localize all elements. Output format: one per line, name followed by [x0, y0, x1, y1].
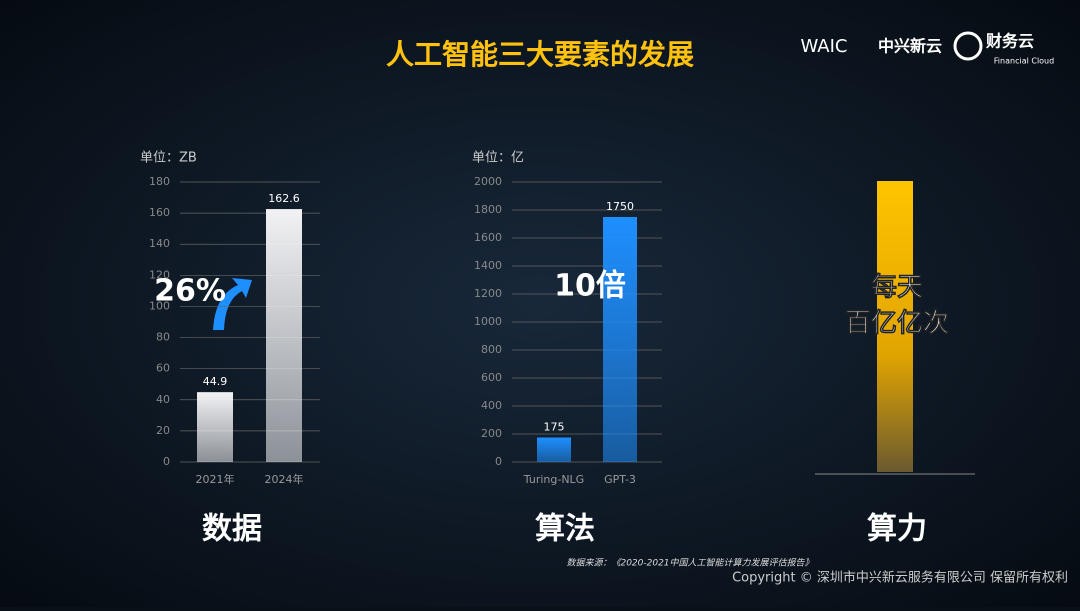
- annotation: 10倍: [554, 269, 626, 304]
- bar: [537, 437, 571, 462]
- y-tick-label: 1400: [474, 259, 502, 272]
- y-tick-label: 1200: [474, 287, 502, 300]
- growth-arrow: [213, 278, 252, 330]
- data-label: 44.9: [203, 375, 228, 388]
- data-label: 162.6: [268, 192, 300, 205]
- bar: [197, 392, 233, 462]
- logo-product-en: Financial Cloud: [994, 57, 1054, 66]
- logo-brand: 中兴新云: [878, 37, 942, 56]
- bar: [266, 209, 302, 462]
- y-tick-label: 1600: [474, 231, 502, 244]
- x-tick-label: 2021年: [196, 472, 235, 486]
- y-axis-label: 单位：ZB: [140, 151, 197, 166]
- x-tick-label: 2024年: [265, 472, 304, 486]
- bar: [603, 217, 637, 462]
- y-tick-label: 800: [481, 343, 502, 356]
- y-tick-label: 20: [156, 424, 170, 437]
- y-tick-label: 120: [149, 268, 170, 281]
- x-tick-label: Turing-NLG: [523, 473, 584, 486]
- annotation: 26%: [154, 274, 226, 309]
- source-note: 数据来源：《2020-2021中国人工智能计算力发展评估报告》: [566, 558, 813, 569]
- logo-product: 财务云: [985, 32, 1034, 51]
- compute-text: 百亿亿次: [845, 309, 949, 339]
- y-tick-label: 180: [149, 175, 170, 188]
- y-tick-label: 200: [481, 427, 502, 440]
- y-tick-label: 160: [149, 206, 170, 219]
- y-axis-label: 单位：亿: [472, 151, 524, 166]
- y-tick-label: 2000: [474, 175, 502, 188]
- logo-icon: [953, 31, 983, 61]
- logo-waic: WAIC: [800, 36, 847, 57]
- y-tick-label: 100: [149, 299, 170, 312]
- compute-text: 每天: [871, 272, 923, 303]
- y-tick-label: 400: [481, 399, 502, 412]
- section-label: 算法: [535, 512, 595, 547]
- y-tick-label: 60: [156, 362, 170, 375]
- data-label: 1750: [606, 200, 634, 213]
- y-tick-label: 0: [163, 455, 170, 468]
- data-label: 175: [544, 421, 565, 434]
- y-tick-label: 1800: [474, 203, 502, 216]
- y-tick-label: 0: [495, 455, 502, 468]
- y-tick-label: 1000: [474, 315, 502, 328]
- section-label: 数据: [202, 512, 262, 547]
- y-tick-label: 140: [149, 237, 170, 250]
- slide-title: 人工智能三大要素的发展: [386, 38, 694, 71]
- section-label: 算力: [867, 512, 927, 547]
- y-tick-label: 600: [481, 371, 502, 384]
- y-tick-label: 40: [156, 393, 170, 406]
- y-tick-label: 80: [156, 331, 170, 344]
- copyright: Copyright © 深圳市中兴新云服务有限公司 保留所有权利: [732, 570, 1068, 586]
- compute-bar: [877, 181, 913, 472]
- x-tick-label: GPT-3: [604, 473, 636, 486]
